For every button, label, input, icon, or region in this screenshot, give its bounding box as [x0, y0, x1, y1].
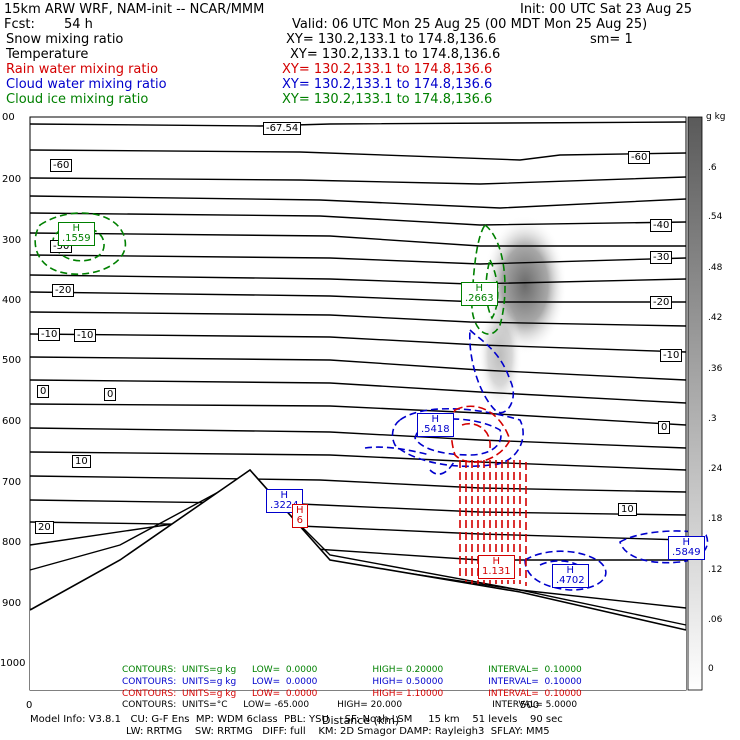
colorbar-tick: .6 — [708, 163, 717, 173]
field-xy-rain: XY= 130.2,133.1 to 174.8,136.6 — [282, 62, 493, 77]
field-xy-cloudwater: XY= 130.2,133.1 to 174.8,136.6 — [282, 77, 493, 92]
field-name-temp: Temperature — [6, 47, 89, 62]
contour-spec-rain: CONTOURS: UNITS=g kg LOW= 0.0000 HIGH= 1.… — [122, 689, 582, 699]
y-tick-label: 700 — [2, 477, 22, 488]
cloud-water-contours — [364, 328, 709, 591]
y-tick-label: 600 — [2, 416, 22, 427]
temperature-isotherms — [29, 121, 687, 626]
contour-spec-cloudwater: CONTOURS: UNITS=g kg LOW= 0.0000 HIGH= 0.… — [122, 677, 582, 687]
maximum-label-cloudwater: H .4702 — [552, 564, 589, 588]
contour-spec-temperature: CONTOURS: UNITS=°C LOW= -65.000 HIGH= 20.… — [122, 700, 578, 710]
forecast-hours: 54 h — [64, 17, 93, 32]
init-time: Init: 00 UTC Sat 23 Aug 25 — [520, 2, 693, 17]
isotherm-label: -10 — [660, 349, 683, 362]
model-title: 15km ARW WRF, NAM-init -- NCAR/MMM — [4, 2, 265, 17]
valid-time: Valid: 06 UTC Mon 25 Aug 25 (00 MDT Mon … — [292, 17, 648, 32]
isotherm-label: -20 — [52, 284, 75, 297]
isotherm-label: -10 — [38, 328, 61, 341]
y-tick-label: 800 — [2, 537, 22, 548]
contour-spec-ice: CONTOURS: UNITS=g kg LOW= 0.0000 HIGH= 0.… — [122, 665, 582, 675]
isotherm-label: -60 — [628, 151, 651, 164]
terrain-line — [29, 468, 687, 631]
colorbar-tick: .24 — [708, 464, 723, 474]
y-tick-label: 300 — [2, 235, 22, 246]
model-info-line1: Model Info: V3.8.1 CU: G-F Ens MP: WDM 6… — [30, 714, 563, 725]
field-name-rain: Rain water mixing ratio — [6, 62, 159, 77]
maximum-label-ice: H .1559 — [58, 222, 95, 246]
colorbar-unit: g kg — [706, 112, 726, 122]
field-name-cloudwater: Cloud water mixing ratio — [6, 77, 167, 92]
colorbar-tick: .48 — [708, 263, 723, 273]
field-xy-cloudice: XY= 130.2,133.1 to 174.8,136.6 — [282, 92, 493, 107]
model-info-line2: LW: RRTMG SW: RRTMG DIFF: full KM: 2D Sm… — [126, 726, 550, 737]
field-xy-temp: XY= 130.2,133.1 to 174.8,136.6 — [290, 47, 501, 62]
maximum-label-cloudwater: H .5418 — [417, 413, 454, 437]
x-tick-label: 500 — [520, 700, 540, 711]
maximum-label-cloudwater: H .5849 — [668, 536, 705, 560]
isotherm-label: 0 — [104, 388, 117, 401]
isotherm-label: -30 — [650, 251, 673, 264]
isotherm-label: 0 — [37, 385, 50, 398]
isotherm-label: -10 — [74, 329, 97, 342]
field-smooth-snow: sm= 1 — [590, 32, 633, 47]
colorbar — [687, 116, 703, 691]
maximum-label-rain: H 1.131 — [478, 555, 515, 579]
colorbar-tick: .3 — [708, 414, 717, 424]
colorbar-tick: 0 — [708, 664, 714, 674]
terrain-fill — [30, 470, 686, 690]
colorbar-tick: .36 — [708, 364, 723, 374]
y-tick-label: 00 — [2, 112, 15, 123]
cloud-ice-contours — [34, 212, 506, 335]
maximum-label-ice: H .2663 — [461, 282, 498, 306]
isotherm-label: -20 — [650, 296, 673, 309]
y-tick-label: 400 — [2, 295, 22, 306]
isotherm-label: -40 — [650, 219, 673, 232]
y-tick-label: 900 — [2, 598, 22, 609]
colorbar-tick: .54 — [708, 212, 723, 222]
forecast-label: Fcst: — [4, 17, 35, 32]
isotherm-label: 0 — [658, 421, 671, 434]
y-tick-label: 1000 — [0, 658, 26, 669]
isotherm-label: 10 — [72, 455, 91, 468]
x-axis-label: Distance (km) — [322, 714, 400, 727]
x-tick-label: 0 — [26, 700, 33, 711]
colorbar-tick: .12 — [708, 565, 723, 575]
field-name-cloudice: Cloud ice mixing ratio — [6, 92, 149, 107]
isotherm-label: 20 — [35, 521, 54, 534]
isotherm-label: -60 — [50, 159, 73, 172]
isotherm-label: 10 — [618, 503, 637, 516]
colorbar-tick: .42 — [708, 313, 723, 323]
y-tick-label: 500 — [2, 355, 22, 366]
colorbar-tick: .06 — [708, 615, 723, 625]
colorbar-tick: .18 — [708, 514, 723, 524]
field-xy-snow: XY= 130.2,133.1 to 174.8,136.6 — [286, 32, 497, 47]
field-name-snow: Snow mixing ratio — [6, 32, 124, 47]
y-tick-label: 200 — [2, 174, 22, 185]
isotherm-label: -67.54 — [263, 122, 302, 135]
